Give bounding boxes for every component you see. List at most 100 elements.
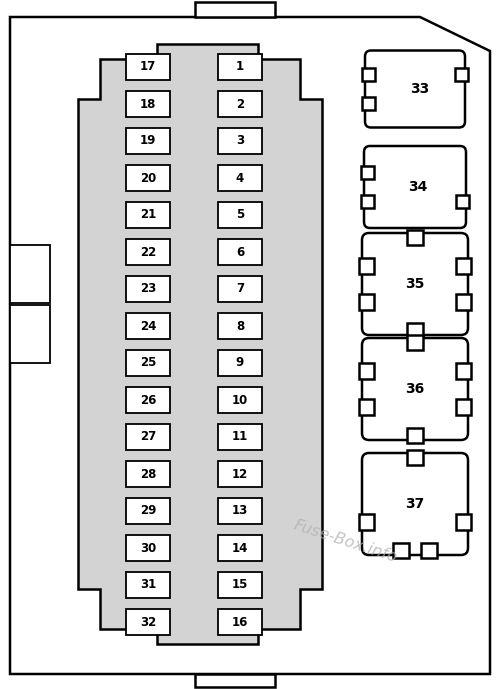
Polygon shape <box>195 674 275 687</box>
Bar <box>359 363 374 379</box>
Bar <box>456 399 471 415</box>
Bar <box>407 428 423 443</box>
Bar <box>456 514 471 530</box>
Text: 7: 7 <box>236 282 244 296</box>
Text: 2: 2 <box>236 98 244 110</box>
Bar <box>359 294 374 310</box>
Text: 10: 10 <box>232 393 248 407</box>
Text: 25: 25 <box>140 356 156 369</box>
Bar <box>126 165 170 191</box>
Text: 28: 28 <box>140 468 156 480</box>
Text: 18: 18 <box>140 98 156 110</box>
Text: 21: 21 <box>140 209 156 221</box>
Bar <box>456 294 471 310</box>
Text: 34: 34 <box>408 180 428 194</box>
Text: 1: 1 <box>236 61 244 74</box>
Bar <box>455 68 468 81</box>
Text: 30: 30 <box>140 542 156 555</box>
Bar <box>218 313 262 339</box>
Bar <box>126 276 170 302</box>
Text: 8: 8 <box>236 320 244 333</box>
Bar <box>218 91 262 117</box>
Bar <box>407 335 423 350</box>
Bar <box>126 572 170 598</box>
Text: Fuse-Box.info: Fuse-Box.info <box>292 517 399 565</box>
Bar <box>126 128 170 154</box>
Bar <box>126 91 170 117</box>
Bar <box>218 461 262 487</box>
Bar <box>218 165 262 191</box>
Text: 5: 5 <box>236 209 244 221</box>
Bar <box>393 543 409 558</box>
Text: 31: 31 <box>140 579 156 591</box>
Bar <box>456 258 471 274</box>
Bar <box>126 535 170 561</box>
Text: 15: 15 <box>232 579 248 591</box>
Text: 17: 17 <box>140 61 156 74</box>
Bar <box>407 230 423 245</box>
Text: 9: 9 <box>236 356 244 369</box>
Bar <box>218 350 262 376</box>
Text: 33: 33 <box>410 82 430 96</box>
Text: 36: 36 <box>406 382 424 396</box>
Bar <box>218 572 262 598</box>
Bar <box>359 258 374 274</box>
Bar <box>10 305 50 363</box>
Text: 4: 4 <box>236 172 244 185</box>
Text: 14: 14 <box>232 542 248 555</box>
Bar <box>126 609 170 635</box>
FancyBboxPatch shape <box>362 338 468 440</box>
Text: 3: 3 <box>236 134 244 147</box>
Bar <box>10 245 50 303</box>
Bar <box>218 498 262 524</box>
Text: 6: 6 <box>236 245 244 258</box>
Bar <box>126 461 170 487</box>
Text: 16: 16 <box>232 615 248 628</box>
Bar <box>218 128 262 154</box>
Polygon shape <box>195 2 275 17</box>
Text: 35: 35 <box>406 277 424 291</box>
FancyBboxPatch shape <box>362 453 468 555</box>
Bar <box>126 313 170 339</box>
Text: 29: 29 <box>140 504 156 517</box>
Bar <box>126 239 170 265</box>
Text: 20: 20 <box>140 172 156 185</box>
Text: 37: 37 <box>406 497 424 511</box>
Bar <box>218 202 262 228</box>
Text: 19: 19 <box>140 134 156 147</box>
Text: 24: 24 <box>140 320 156 333</box>
Bar <box>421 543 437 558</box>
Bar <box>362 97 375 110</box>
Text: 26: 26 <box>140 393 156 407</box>
Bar <box>218 387 262 413</box>
Bar <box>218 609 262 635</box>
Bar <box>126 202 170 228</box>
Text: 22: 22 <box>140 245 156 258</box>
Bar <box>359 514 374 530</box>
Bar <box>126 54 170 80</box>
Polygon shape <box>10 17 490 674</box>
FancyBboxPatch shape <box>362 233 468 335</box>
Bar <box>126 387 170 413</box>
Bar <box>218 535 262 561</box>
Bar <box>218 239 262 265</box>
Bar <box>407 323 423 338</box>
Bar <box>126 498 170 524</box>
Polygon shape <box>78 44 322 644</box>
Bar <box>456 195 469 208</box>
Bar <box>218 424 262 450</box>
Bar <box>407 450 423 465</box>
Bar <box>362 68 375 81</box>
Bar <box>361 166 374 179</box>
FancyBboxPatch shape <box>365 50 465 127</box>
Bar <box>359 399 374 415</box>
Bar <box>361 195 374 208</box>
Text: 12: 12 <box>232 468 248 480</box>
Bar <box>456 363 471 379</box>
Text: 23: 23 <box>140 282 156 296</box>
FancyBboxPatch shape <box>364 146 466 228</box>
Bar <box>218 276 262 302</box>
Text: 13: 13 <box>232 504 248 517</box>
Bar <box>218 54 262 80</box>
Text: 11: 11 <box>232 431 248 444</box>
